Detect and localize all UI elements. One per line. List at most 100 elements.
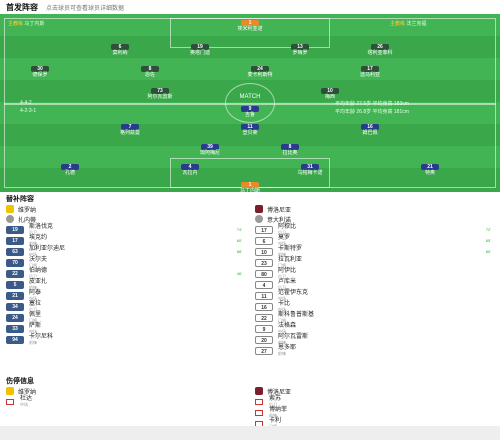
- sub-name: 卡比: [278, 301, 291, 307]
- away-player[interactable]: 31 乌帕梅卡诺: [280, 164, 340, 176]
- away-player[interactable]: 9 吉鲁: [220, 106, 280, 118]
- player-number: 17: [361, 66, 379, 72]
- player-number: 8: [281, 144, 299, 150]
- sub-player-row[interactable]: 10 卡斯特罗 前锋 80': [255, 246, 495, 257]
- injury-row[interactable]: 索苏 后卫: [255, 396, 495, 407]
- player-number: 24: [251, 66, 269, 72]
- sub-number: 24: [6, 313, 24, 322]
- sub-position: 前锋: [278, 340, 286, 345]
- home-injury-team[interactable]: 维罗纳: [6, 386, 246, 396]
- home-player[interactable]: 8 恩佐: [120, 66, 180, 78]
- player-number: 1: [241, 20, 259, 26]
- away-player[interactable]: 39 琼阿梅尼: [180, 144, 240, 156]
- sub-player-row[interactable]: 20 阿尔瓦雷斯 前锋: [255, 334, 495, 345]
- player-name: 德保罗: [32, 72, 48, 78]
- sub-time: 65': [485, 238, 491, 243]
- sub-name: 萨斯: [29, 323, 42, 329]
- sub-player-row[interactable]: 5 皮亚扎 前锋: [6, 279, 246, 290]
- player-number: 11: [241, 124, 259, 130]
- sub-time: 74': [236, 227, 242, 232]
- sub-player-row[interactable]: 9 法格森 中场: [255, 323, 495, 334]
- away-player[interactable]: 16 姆巴佩: [340, 124, 400, 136]
- home-player[interactable]: 13 罗梅罗: [270, 44, 330, 56]
- home-coach-row: 扎内蒂: [6, 214, 246, 224]
- sub-name: 塞拉: [29, 301, 42, 307]
- player-number: 19: [191, 44, 209, 50]
- sub-player-row[interactable]: 4 卢库米 后卫: [255, 279, 495, 290]
- sub-number: 21: [6, 291, 24, 300]
- sub-position: 门将: [278, 263, 286, 268]
- away-stats: 平均年龄 26.8岁 平均身高 181cm: [335, 109, 409, 115]
- sub-number: 34: [6, 302, 24, 311]
- sub-position: 中场: [29, 296, 37, 301]
- player-number: 1: [241, 182, 259, 188]
- home-player[interactable]: 19 奥塔门迪: [170, 44, 230, 56]
- player-number: 26: [371, 44, 389, 50]
- sub-player-row[interactable]: 17 埃克约 前锋 60': [6, 235, 246, 246]
- player-name: 奥塔门迪: [189, 50, 210, 56]
- sub-player-row[interactable]: 80 阿伊比 后卫: [255, 268, 495, 279]
- coach-avatar-icon: [6, 215, 14, 223]
- away-player[interactable]: 7 格列兹曼: [100, 124, 160, 136]
- away-player[interactable]: 2 孔德: [40, 164, 100, 176]
- sub-number: 17: [6, 236, 24, 245]
- sub-player-row[interactable]: 22 斯科鲁普斯基 门将: [255, 312, 495, 323]
- home-team-row[interactable]: 维罗纳: [6, 204, 246, 214]
- home-injuries: 维罗纳 杜达 中场: [6, 386, 246, 407]
- sub-number: 17: [255, 225, 273, 234]
- away-injury-team[interactable]: 博洛尼亚: [255, 386, 495, 396]
- sub-number: 20: [255, 335, 273, 344]
- away-player[interactable]: 21 特奥: [400, 164, 460, 176]
- home-subs: 维罗纳 扎内蒂 19 斯洛伐克 后卫 74' 17 埃克约 前锋 60' 63 加利亚尔迪尼 中场 8…: [6, 204, 246, 345]
- injury-name: 杜达: [20, 396, 33, 402]
- sub-number: 4: [255, 280, 273, 289]
- sub-player-row[interactable]: 70 沃尔夫 门将: [6, 257, 246, 268]
- home-player[interactable]: 26 塔利亚菲科: [350, 44, 410, 56]
- sub-number: 22: [6, 269, 24, 278]
- player-number: 6: [111, 44, 129, 50]
- injury-row[interactable]: 博纳菲 前锋: [255, 407, 495, 418]
- sub-player-row[interactable]: 23 拉瓦利亚 门将: [255, 257, 495, 268]
- away-player[interactable]: 1 马丁内斯: [220, 182, 280, 192]
- home-player[interactable]: 24 麦卡利斯特: [230, 66, 290, 78]
- sub-player-row[interactable]: 33 萨斯 中场: [6, 323, 246, 334]
- home-player[interactable]: 17 迪马利亚: [340, 66, 400, 78]
- header-note: 点击球员可查看球员详细数据: [46, 5, 125, 12]
- home-player[interactable]: 6 莫利纳: [90, 44, 150, 56]
- away-player[interactable]: 4 瓦拉内: [160, 164, 220, 176]
- sub-player-row[interactable]: 16 卡比 中场: [255, 301, 495, 312]
- sub-player-row[interactable]: 22 伯纳德 后卫 46': [6, 268, 246, 279]
- player-name: 恩佐: [144, 72, 155, 78]
- player-name: 罗梅罗: [292, 50, 308, 56]
- sub-player-row[interactable]: 6 莫罗 中场 65': [255, 235, 495, 246]
- away-team-row[interactable]: 博洛尼亚: [255, 204, 495, 214]
- sub-player-row[interactable]: 11 范霍伊东克 中场: [255, 290, 495, 301]
- sub-player-row[interactable]: 34 塞拉 后卫: [6, 301, 246, 312]
- player-name: 塔利亚菲科: [367, 50, 393, 56]
- player-name: 迪马利亚: [359, 72, 380, 78]
- injury-row[interactable]: 杜达 中场: [6, 396, 246, 407]
- sub-player-row[interactable]: 19 斯洛伐克 后卫 74': [6, 224, 246, 235]
- player-number: 8: [141, 66, 159, 72]
- sub-player-row[interactable]: 24 佩里 门将: [6, 312, 246, 323]
- home-player[interactable]: 30 德保罗: [10, 66, 70, 78]
- sub-player-row[interactable]: 21 阿泰 中场: [6, 290, 246, 301]
- away-formation: 4-2-3-1: [20, 108, 37, 114]
- home-player[interactable]: 1 埃米利亚诺: [220, 20, 280, 32]
- player-name: 特奥: [424, 170, 435, 176]
- player-number: 21: [421, 164, 439, 170]
- home-player[interactable]: 73 阿尔瓦雷斯: [130, 88, 190, 100]
- player-name: 阿尔瓦雷斯: [147, 94, 173, 100]
- subs-title: 替补阵容: [6, 196, 34, 203]
- home-player[interactable]: 10 梅西: [300, 88, 360, 100]
- sub-player-row[interactable]: 94 卡尔尼科 前锋: [6, 334, 246, 345]
- sub-player-row[interactable]: 27 恩多耶 前锋: [255, 345, 495, 356]
- sub-name: 佩里: [29, 312, 42, 318]
- sub-number: 70: [6, 258, 24, 267]
- away-player[interactable]: 11 登贝莱: [220, 124, 280, 136]
- sub-player-row[interactable]: 17 阿穆比 后卫 72': [255, 224, 495, 235]
- sub-position: 后卫: [29, 307, 37, 312]
- sub-player-row[interactable]: 63 加利亚尔迪尼 中场 88': [6, 246, 246, 257]
- away-player[interactable]: 8 拉比奥: [260, 144, 320, 156]
- sub-number: 22: [255, 313, 273, 322]
